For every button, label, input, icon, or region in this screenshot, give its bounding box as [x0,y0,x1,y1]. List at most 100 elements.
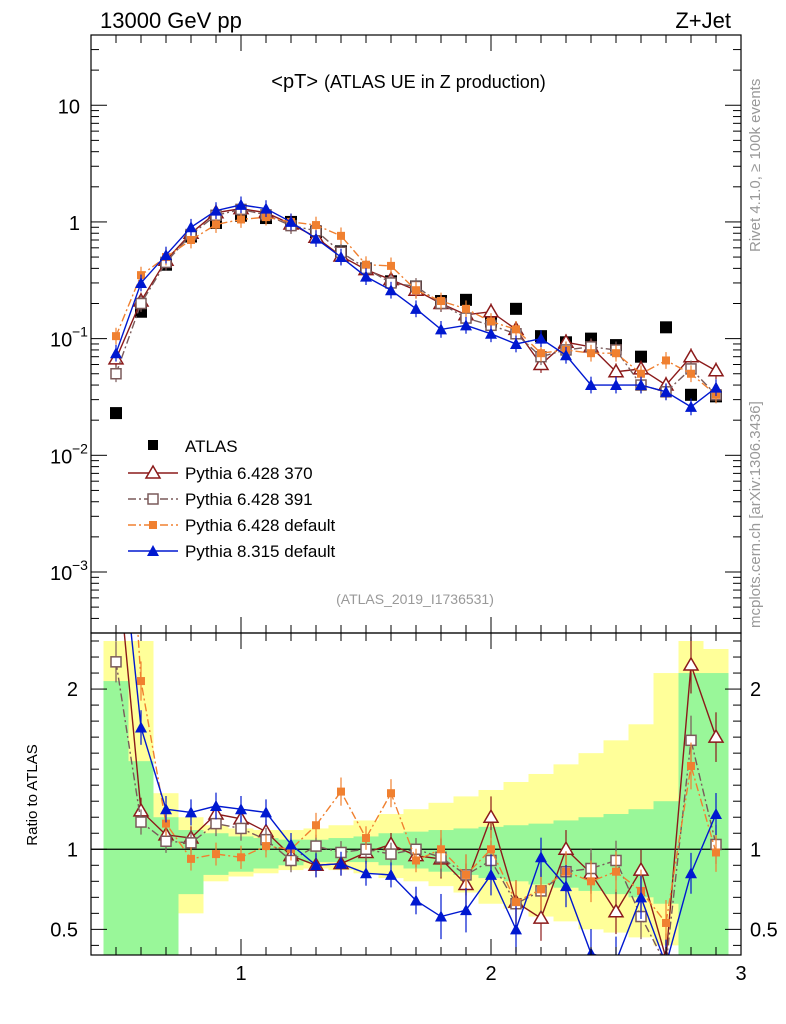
ratio-point-p8 [285,838,297,850]
point-p8 [385,284,397,296]
ratio-point-p6def [687,761,695,770]
ratio-point-p391 [185,837,197,849]
point-p8 [110,347,122,359]
point-p6def [487,317,495,326]
point-p6def [537,349,545,358]
ratio-ytick-label-right: 1 [750,839,761,861]
main-plot-marks [107,196,725,420]
point-atlas [685,388,697,401]
point-p6def [187,236,195,245]
point-p8 [185,221,197,233]
point-p6def [212,220,220,229]
main-ytick-label: 1 [69,213,80,235]
main-ytick-label: 10 [50,563,72,585]
point-p6def [362,260,370,269]
ratio-point-p6def [187,854,195,863]
point-p8 [135,276,147,288]
main-ytick-label: 10 [58,96,80,118]
ratio-point-p6def [412,856,420,865]
ratio-xtick-label: 1 [235,963,246,985]
ratio-point-p6def [237,853,245,862]
ratio-series-group [91,633,741,966]
point-p8 [635,379,647,391]
main-ytick-label-exp: −3 [72,557,88,573]
point-p8 [360,270,372,282]
ratio-point-p6def [487,845,495,854]
point-p6def [612,349,620,358]
ratio-point-p6def [312,821,320,830]
ratio-point-p6def [512,898,520,907]
main-ytick-label: 10 [50,330,72,352]
ratio-point-p6def [537,885,545,894]
point-p6def [112,332,120,341]
point-p8 [660,385,672,397]
ratio-xtick-label: 3 [735,963,746,985]
point-atlas [660,321,672,334]
legend-item-p6def: Pythia 6.428 default [128,516,336,535]
ratio-point-p391 [160,835,172,848]
legend-item-p8: Pythia 8.315 default [128,542,336,561]
ratio-point-p8 [260,806,272,818]
point-atlas [110,407,122,420]
axis-ticks [91,34,742,955]
point-p6def [412,286,420,295]
band_inner-bin [128,761,154,955]
point-p8 [210,204,222,216]
point-p370 [682,348,700,363]
ratio-point-p6def [137,677,145,686]
point-atlas [510,302,522,315]
ratio-point-p8 [610,955,622,966]
point-p8 [610,379,622,391]
ratio-point-p8 [360,867,372,879]
point-p8 [535,332,547,344]
point-p6def [662,356,670,365]
ratio-point-p6def [587,877,595,886]
point-p6def [337,231,345,240]
legend-item-p391: Pythia 6.428 391 [128,490,313,509]
legend-label-p8: Pythia 8.315 default [185,542,336,561]
ratio-point-p6def [437,845,445,854]
ratio-point-p8 [410,894,422,906]
ratio-point-p8 [335,857,347,869]
point-p6def [587,349,595,358]
ratio-point-p8 [135,721,147,733]
point-p8 [510,337,522,349]
ratio-ytick-label: 2 [67,679,78,701]
ratio-point-p391 [110,656,122,668]
ratio-point-p8 [385,868,397,880]
rivet-version-note: Rivet 4.1.0, ≥ 100k events [747,79,764,252]
point-p8 [335,251,347,263]
ratio-point-p8 [235,803,247,815]
point-p8 [310,232,322,244]
ratio-ytick-label: 0.5 [50,919,78,941]
legend-marker-p8 [147,545,159,556]
ratio-point-p8 [560,880,572,892]
analysis-id: (ATLAS_2019_I1736531) [336,591,494,607]
legend-marker-p370 [144,464,162,479]
ratio-point-p8 [635,891,647,903]
legend-item-p370: Pythia 6.428 370 [128,464,313,483]
ratio-point-p8 [435,910,447,922]
point-p8 [260,202,272,214]
legend-label-p391: Pythia 6.428 391 [185,490,313,509]
main-ytick-label-exp: −1 [72,324,88,340]
point-p8 [585,379,597,391]
legend: ATLAS Pythia 6.428 370 Pythia 6.428 391 … [128,437,336,561]
ratio-point-p6def [362,834,370,843]
ratio-point-p391 [385,848,397,860]
ratio-point-p370 [482,808,500,823]
ratio-point-p8 [685,867,697,879]
ratio-ylabel: Ratio to ATLAS [24,744,41,845]
ratio-point-p6def [612,867,620,876]
plot-title-sub: (ATLAS UE in Z production) [324,72,546,92]
ratio-ytick-label-right: 2 [750,679,761,701]
energy-label: 13000 GeV pp [100,8,242,33]
main-ytick-label: 10 [50,446,72,468]
ratio-ytick-label-right: 0.5 [750,919,778,941]
ratio-point-p6def [262,842,270,851]
point-p6def [387,261,395,270]
mcplots-note: mcplots.cern.ch [arXiv:1306.3436] [747,401,764,628]
point-p6def [687,369,695,378]
ratio-point-p6def [662,918,670,927]
